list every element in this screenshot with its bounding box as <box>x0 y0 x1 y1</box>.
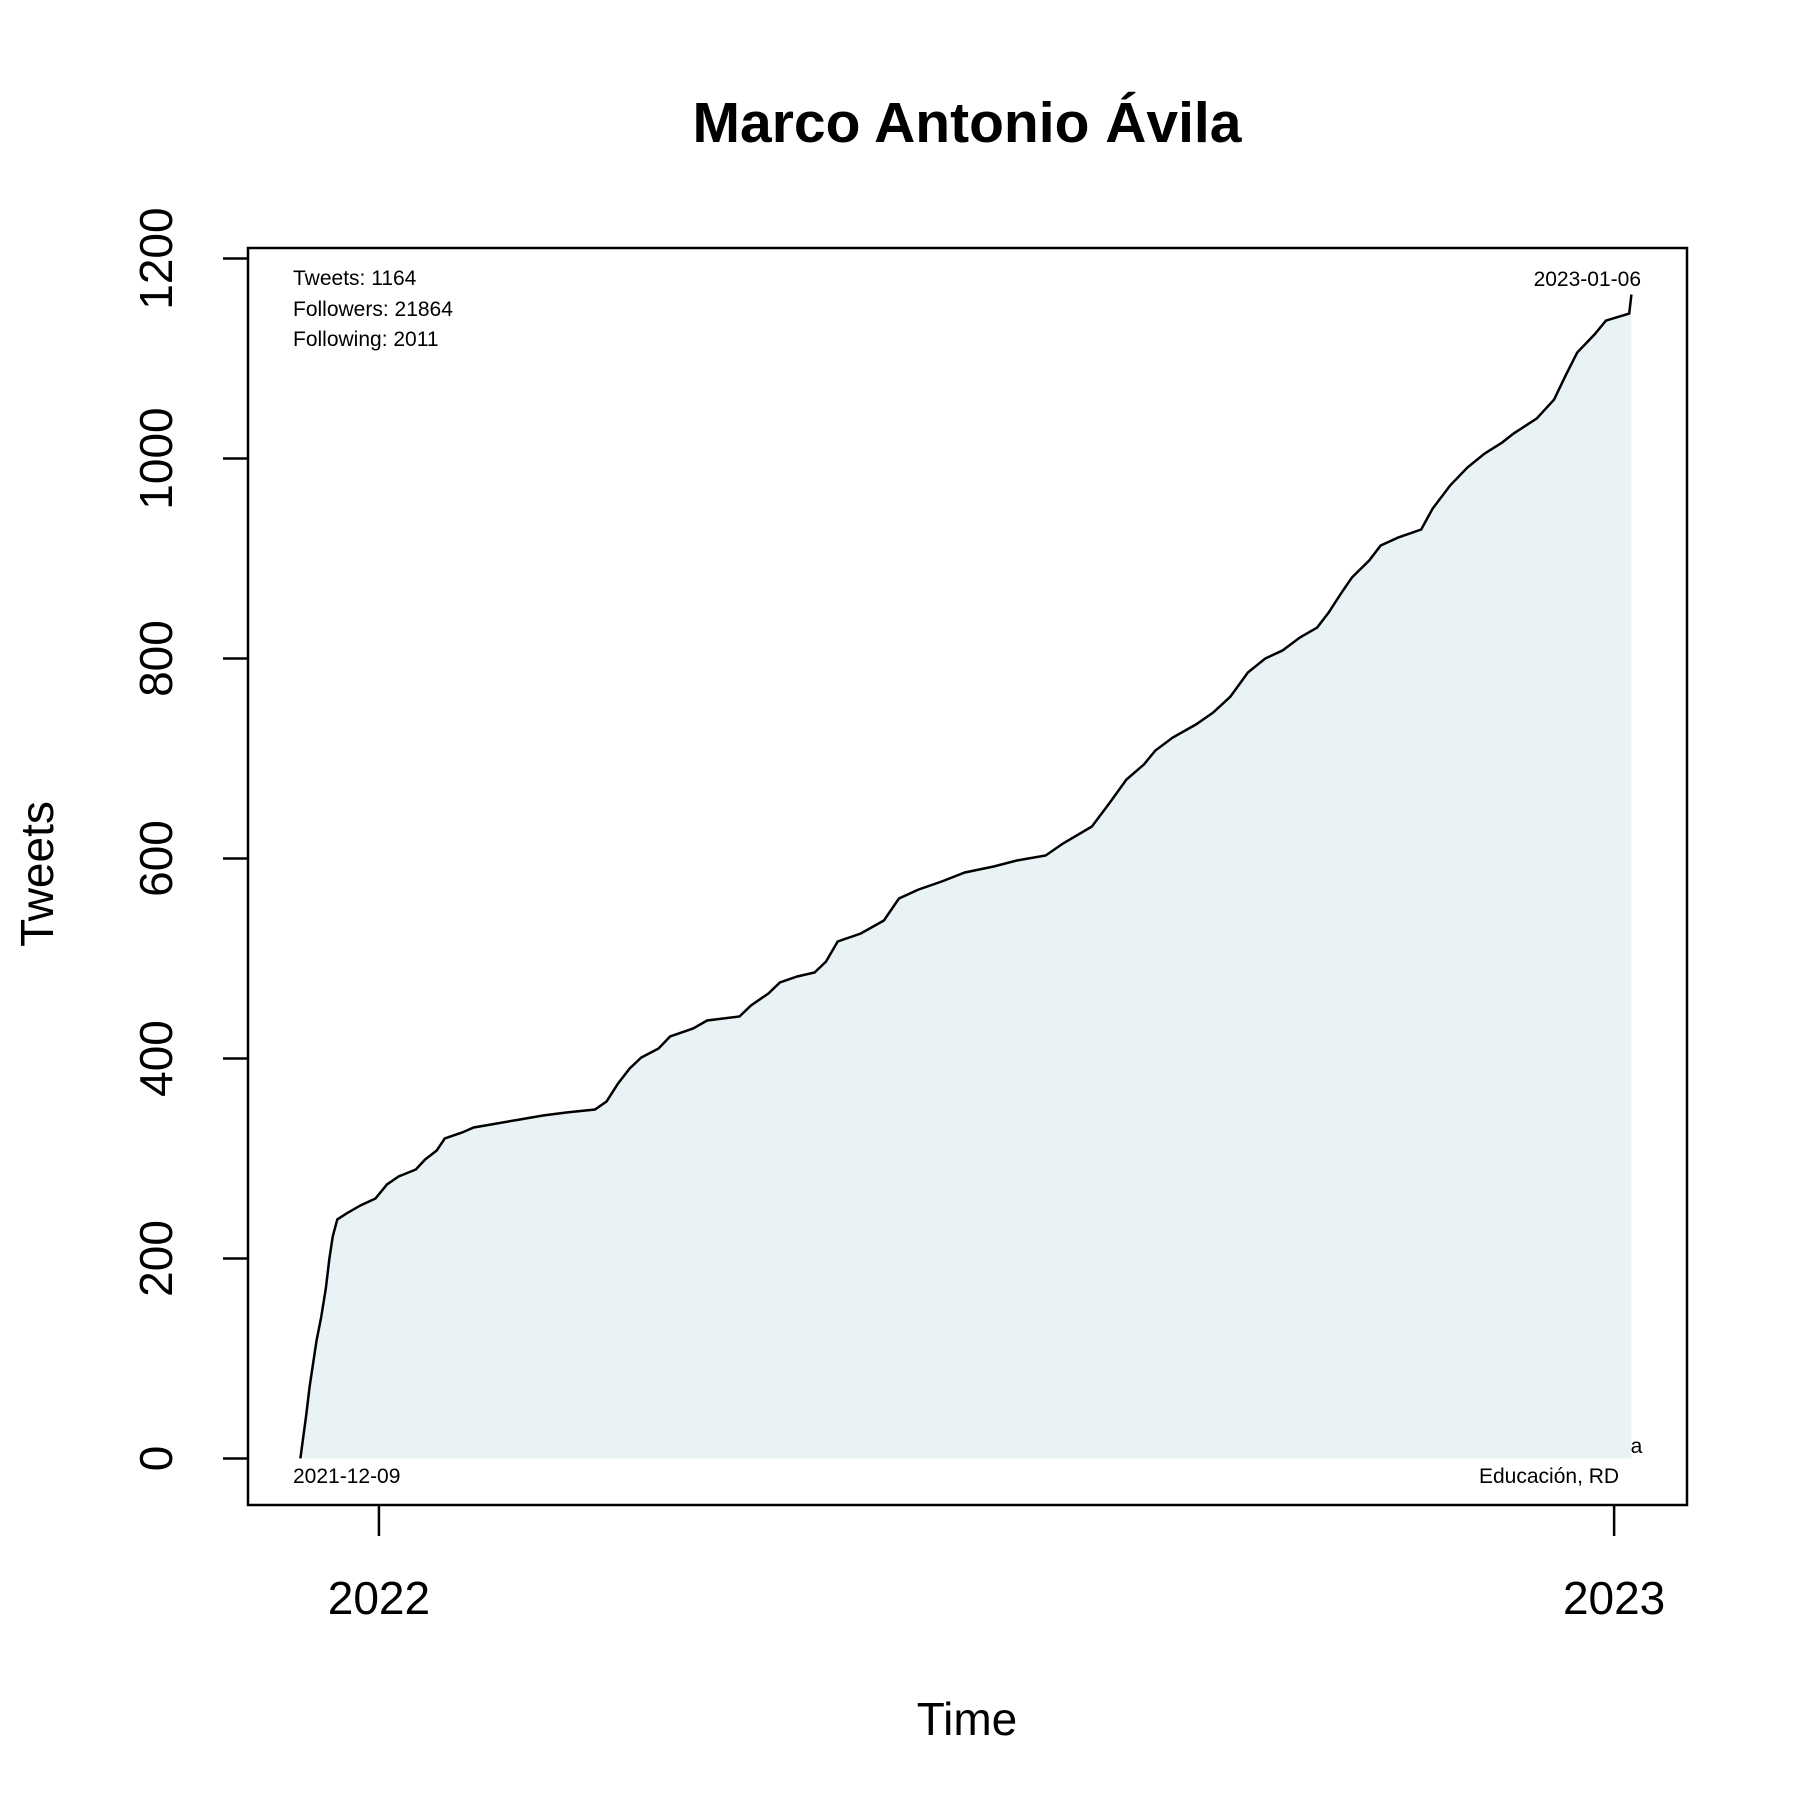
start-date-annotation: 2021-12-09 <box>293 1465 400 1488</box>
stats-annotation: Following: 2011 <box>293 328 439 351</box>
x-tick-label: 2022 <box>328 1572 430 1624</box>
line <box>299 294 1633 1459</box>
area <box>300 294 1632 1459</box>
y-tick-label: 600 <box>130 820 182 897</box>
y-tick-label: 1200 <box>130 207 182 309</box>
y-axis-label: Tweets <box>11 801 63 947</box>
y-tick-label: 0 <box>130 1446 182 1472</box>
x-axis-label: Time <box>917 1693 1018 1745</box>
credit-annotation: Educación, RD <box>1479 1465 1619 1488</box>
y-tick-label: 200 <box>130 1220 182 1297</box>
x-tick-label: 2023 <box>1563 1572 1665 1624</box>
y-tick-label: 1000 <box>130 407 182 509</box>
chart-title: Marco Antonio Ávila <box>693 91 1243 155</box>
y-tick-label: 400 <box>130 1020 182 1097</box>
plot-frame <box>246 246 1689 1507</box>
y-tick-label: 800 <box>130 620 182 697</box>
stats-annotation: Tweets: 1164 <box>293 267 417 290</box>
end-date-annotation: 2023-01-06 <box>1534 268 1641 291</box>
stats-annotation: Followers: 21864 <box>293 298 453 321</box>
